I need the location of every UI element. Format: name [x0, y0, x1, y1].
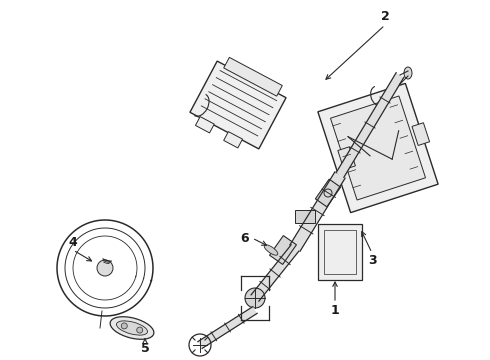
Ellipse shape	[117, 321, 147, 335]
Circle shape	[97, 260, 113, 276]
Polygon shape	[198, 307, 257, 348]
Bar	[338, 147, 355, 170]
Polygon shape	[336, 73, 404, 177]
Bar	[295, 210, 315, 223]
Text: 3: 3	[368, 253, 376, 266]
Text: 1: 1	[331, 303, 340, 316]
Ellipse shape	[264, 245, 278, 255]
Polygon shape	[290, 172, 345, 251]
Bar	[412, 123, 430, 145]
Text: 2: 2	[381, 10, 390, 23]
Circle shape	[137, 327, 143, 333]
Circle shape	[245, 288, 265, 308]
Bar	[224, 132, 243, 148]
Bar	[324, 230, 356, 274]
FancyBboxPatch shape	[190, 61, 286, 149]
Bar	[316, 179, 341, 207]
FancyBboxPatch shape	[330, 96, 425, 200]
Circle shape	[121, 323, 127, 329]
Text: 4: 4	[69, 235, 77, 248]
Text: 5: 5	[141, 342, 149, 355]
FancyBboxPatch shape	[318, 84, 438, 213]
Bar	[196, 117, 214, 133]
Bar	[224, 57, 282, 96]
Ellipse shape	[404, 67, 412, 79]
Bar	[318, 224, 362, 280]
Polygon shape	[251, 245, 299, 301]
Text: 6: 6	[241, 231, 249, 244]
Bar	[270, 235, 296, 264]
Ellipse shape	[110, 317, 154, 339]
